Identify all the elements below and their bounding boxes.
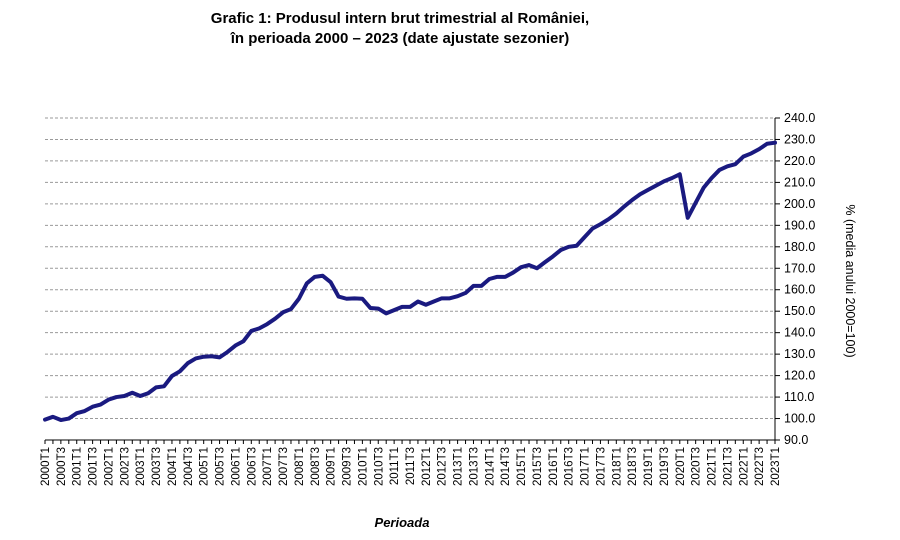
x-tick-label: 2010T3 [373, 447, 385, 486]
x-tick-label: 2002T1 [103, 447, 115, 486]
x-tick-label: 2018T3 [627, 447, 639, 486]
x-tick-label: 2022T1 [738, 447, 750, 486]
x-tick-label: 2019T1 [643, 447, 655, 486]
x-tick-label: 2004T1 [167, 447, 179, 486]
x-tick-label: 2001T3 [88, 447, 100, 486]
series-group [43, 140, 777, 423]
axes [45, 118, 776, 441]
x-tick-label: 2012T3 [437, 447, 449, 486]
x-tick-label: 2015T3 [532, 447, 544, 486]
chart-title-line-1: Grafic 1: Produsul intern brut trimestri… [210, 10, 590, 27]
x-tick-label: 2002T3 [119, 447, 131, 486]
x-tick-label: 2013T3 [468, 447, 480, 486]
x-tick-label: 2014T3 [500, 447, 512, 486]
chart-title-line-2: în perioada 2000 – 2023 (date ajustate s… [230, 30, 570, 47]
y-tick-label: 220.0 [784, 154, 815, 168]
x-tick-label: 2022T3 [754, 447, 766, 486]
y-tick-label: 130.0 [784, 347, 815, 361]
y-tick-label: 230.0 [784, 132, 815, 146]
y-tick-label: 100.0 [784, 412, 815, 426]
x-tick-label: 2006T1 [230, 447, 242, 486]
chart-title: Grafic 1: Produsul intern brut trimestri… [150, 9, 650, 49]
x-tick-label: 2007T3 [278, 447, 290, 486]
x-tick-label: 2009T3 [342, 447, 354, 486]
x-tick-label: 2017T1 [580, 447, 592, 486]
x-tick-label: 2023T1 [770, 447, 782, 486]
y-tick-label: 170.0 [784, 261, 815, 275]
x-tick-label: 2003T1 [135, 447, 147, 486]
x-tick-label: 2008T1 [294, 447, 306, 486]
x-tick-label: 2016T1 [548, 447, 560, 486]
y-tick-label: 110.0 [784, 390, 814, 404]
y-tick-label: 200.0 [784, 197, 815, 211]
x-tick-label: 2000T3 [56, 447, 68, 486]
x-tick-label: 2004T3 [183, 447, 195, 486]
y-tick-label: 210.0 [784, 175, 815, 189]
x-axis-label: Perioada [375, 515, 430, 530]
x-tick-label: 2009T1 [326, 447, 338, 486]
x-tick-label: 2020T3 [691, 447, 703, 486]
x-tick-label: 2011T1 [389, 447, 401, 485]
series-line-gdp [43, 140, 777, 423]
y-tick-label: 140.0 [784, 326, 815, 340]
x-tick-label: 2001T1 [72, 447, 84, 486]
x-tick-label: 2005T1 [199, 447, 211, 486]
x-tick-label: 2000T1 [40, 447, 52, 486]
x-tick-label: 2011T3 [405, 447, 417, 485]
x-tick-label: 2018T1 [611, 447, 623, 486]
y-tick-label: 190.0 [784, 218, 815, 232]
x-tick-label: 2003T3 [151, 447, 163, 486]
x-tick-label: 2012T1 [421, 447, 433, 486]
x-tick-label: 2021T3 [722, 447, 734, 486]
grid-lines [45, 117, 775, 420]
y-tick-label: 180.0 [784, 240, 815, 254]
x-axis-ticks: 2000T1 2000T3 2001T1 2001T3 2002T1 2002T3 2003… [40, 440, 782, 486]
y-tick-label: 90.0 [784, 433, 808, 447]
x-tick-label: 2019T3 [659, 447, 671, 486]
y-tick-label: 120.0 [784, 369, 815, 383]
x-tick-label: 2016T3 [564, 447, 576, 486]
x-tick-label: 2021T1 [707, 447, 719, 486]
x-tick-label: 2010T1 [357, 447, 369, 486]
x-tick-label: 2005T3 [215, 447, 227, 486]
x-tick-label: 2013T1 [453, 447, 465, 486]
x-tick-label: 2007T1 [262, 447, 274, 486]
x-tick-label: 2014T1 [484, 447, 496, 486]
y-tick-label: 160.0 [784, 283, 815, 297]
x-tick-label: 2006T3 [246, 447, 258, 486]
y-axis-ticks: 90.0 100.0 110.0 120.0 130.0 140.0 150.0 160.0 1… [775, 111, 815, 447]
x-tick-label: 2020T1 [675, 447, 687, 486]
y-tick-label: 150.0 [784, 304, 815, 318]
x-tick-label: 2015T1 [516, 447, 528, 486]
x-tick-label: 2017T3 [595, 447, 607, 486]
y-axis-label: % (media anului 2000=100) [843, 204, 857, 357]
x-tick-label: 2008T3 [310, 447, 322, 486]
y-tick-label: 240.0 [784, 111, 815, 125]
